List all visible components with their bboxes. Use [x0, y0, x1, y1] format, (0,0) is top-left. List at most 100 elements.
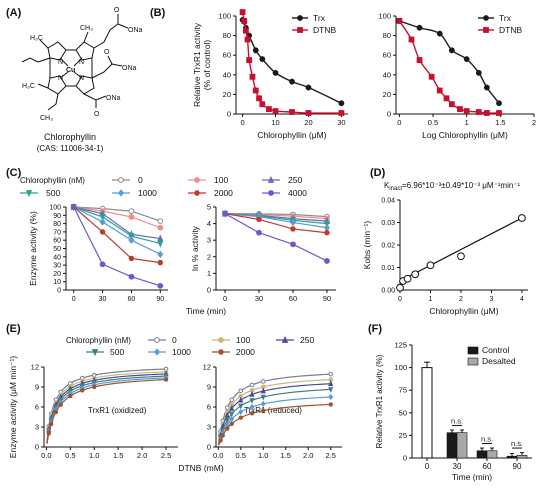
data-point-e_250 — [328, 380, 334, 387]
data-point-2000 — [323, 230, 330, 236]
y-axis-label-line: Kobs (min⁻¹) — [362, 221, 372, 270]
data-point-e_2000 — [249, 411, 255, 416]
data-point-100 — [128, 214, 135, 220]
series-line-100 — [73, 206, 161, 229]
data-point-e_2000 — [79, 388, 85, 393]
legend-marker — [297, 15, 303, 21]
mm-curve-e_100 — [46, 371, 167, 443]
data-point-e_2000 — [260, 408, 266, 413]
data-point-dtnb — [428, 73, 435, 80]
legend-label: 0 — [138, 175, 143, 185]
atom-label: CH₃ — [40, 115, 53, 122]
series-line-250 — [73, 206, 161, 240]
y-tick-label: 25 — [399, 431, 407, 440]
data-point-dtnb — [496, 110, 502, 116]
legend-marker — [483, 15, 489, 21]
x-tick-label: 90 — [156, 296, 164, 303]
data-point-2000 — [99, 229, 106, 235]
data-point-e_2000 — [53, 410, 59, 415]
panel-letter-d: (D) — [370, 167, 386, 179]
bar-desalted — [516, 454, 528, 459]
data-point-500 — [157, 240, 164, 248]
legend-marker — [194, 190, 200, 196]
y-tick-label: 0 — [387, 110, 391, 119]
y-tick-label: 40 — [223, 70, 231, 79]
carboxylate-2 — [111, 63, 123, 67]
y-tick-label: 0.02 — [381, 243, 395, 250]
data-point-e_2000 — [163, 377, 169, 382]
series-line-2000 — [73, 206, 161, 264]
propionate-chain — [93, 23, 119, 49]
data-point-dtnb — [475, 109, 482, 115]
x-tick-label: 2 — [532, 118, 536, 127]
data-point-100 — [157, 224, 164, 231]
carbonyl-2 — [107, 55, 113, 65]
x-tick-label: 1.5 — [113, 451, 123, 460]
ethyl-group — [47, 93, 59, 111]
data-point-4000 — [324, 258, 330, 264]
data-point-4000 — [128, 273, 135, 280]
pyrrole-ring-2 — [75, 41, 95, 61]
atom-label: O — [94, 111, 100, 118]
y-tick-label: 20 — [53, 271, 61, 278]
data-point-dtnb — [457, 106, 463, 112]
legend-label: DTNB — [313, 25, 336, 35]
panel-letter-f: (F) — [368, 323, 382, 335]
y-tick-label: 12 — [203, 363, 211, 372]
x-tick-label: 1.0 — [89, 451, 99, 460]
x-tick-label: 0.5 — [236, 451, 246, 460]
legend-marker — [268, 190, 274, 196]
compound-name: Chlorophyllin — [44, 132, 96, 142]
atom-label: N — [79, 75, 84, 82]
mm-curve-e_1000 — [46, 377, 167, 444]
y-axis-label-line: (% of control) — [202, 40, 212, 91]
atom-label: O — [114, 7, 120, 14]
data-point-e_250 — [260, 387, 266, 394]
data-point-trx — [475, 69, 482, 76]
pyrrole-ring-1 — [47, 41, 67, 61]
data-point-1000 — [289, 218, 297, 227]
data-point-4000 — [99, 261, 106, 268]
legend-title: Chlorophyllin (nM) — [66, 336, 131, 345]
y-axis-label: Relative TrxR1 activity (%) — [375, 354, 384, 448]
panel-letter-b: (B) — [150, 7, 166, 19]
data-point-e_500 — [238, 403, 244, 410]
x-axis-label: Log Chlorophyllin (μM) — [422, 130, 508, 140]
data-point-dtnb — [246, 57, 253, 64]
series-line-trx — [399, 20, 500, 104]
y-axis-label-line: Enzyme activity (μM min⁻¹) — [8, 356, 18, 459]
y-tick-label: 40 — [53, 254, 61, 261]
y-tick-label: 80 — [223, 31, 231, 40]
methyl-bond-tr — [83, 31, 89, 43]
legend-marker — [218, 349, 224, 355]
data-point-trx — [436, 30, 443, 37]
data-point-dtnb — [305, 110, 312, 116]
methyl-bond-tl — [39, 39, 49, 49]
y-tick-label: 9 — [35, 383, 39, 392]
data-point-dtnb — [252, 87, 259, 94]
data-point-dtnb — [396, 18, 403, 24]
legend-title: Chlorophyllin (nM) — [20, 176, 85, 185]
data-point-e_2000 — [218, 438, 223, 443]
y-tick-label: 1 — [207, 269, 211, 278]
data-point-e_0 — [260, 379, 266, 384]
legend-marker — [194, 177, 200, 183]
carboxylate-chain-3 — [83, 93, 107, 101]
significance-label: n.s. — [511, 439, 523, 448]
data-point-e_250 — [249, 390, 255, 397]
y-tick-label: 3 — [35, 423, 39, 432]
data-point-e_0 — [229, 397, 235, 403]
atom-label: N — [79, 59, 84, 66]
y-axis-label-line: Enzyme activity (%) — [28, 211, 38, 286]
y-tick-label: 100 — [49, 205, 61, 212]
x-tick-label: 2 — [459, 296, 463, 303]
data-point-trx — [252, 47, 259, 54]
y-tick-label: 3 — [207, 236, 211, 245]
y-tick-label: 0 — [227, 110, 231, 119]
data-point-1000 — [323, 224, 330, 232]
pyrrole-ring-3 — [47, 75, 67, 95]
y-tick-label: 0 — [207, 286, 211, 295]
data-point-0 — [128, 208, 135, 215]
legend-label: Control — [482, 345, 510, 355]
